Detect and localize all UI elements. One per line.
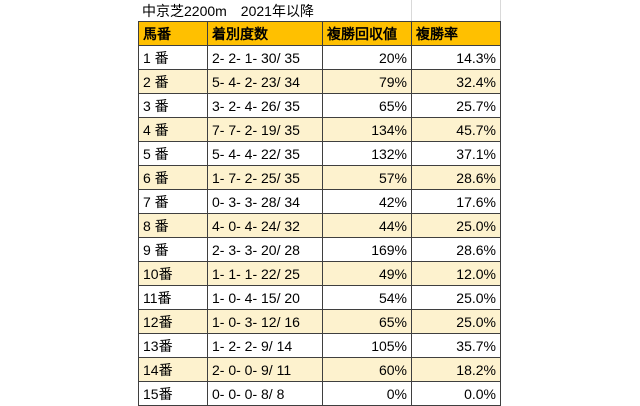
cell-umaban: 6 番: [138, 165, 208, 190]
cell-kaishu: 57%: [322, 165, 412, 190]
table-row: 13番 1- 2- 2- 9/ 14 105% 35.7%: [138, 333, 501, 358]
cell-kaishu: 20%: [322, 45, 412, 70]
cell-umaban: 14番: [138, 357, 208, 382]
cell-ritsu: 45.7%: [411, 117, 501, 142]
sheet-gridline: [411, 0, 412, 21]
table-title: 中京芝2200m 2021年以降: [142, 2, 314, 19]
cell-chakubetsu: 0- 0- 0- 8/ 8: [207, 381, 323, 406]
cell-ritsu: 14.3%: [411, 45, 501, 70]
cell-chakubetsu: 5- 4- 2- 23/ 34: [207, 69, 323, 94]
column-header-chakubetsu: 着別度数: [207, 21, 323, 46]
cell-umaban: 10番: [138, 261, 208, 286]
cell-kaishu: 65%: [322, 309, 412, 334]
cell-ritsu: 25.0%: [411, 213, 501, 238]
table-row: 5 番 5- 4- 4- 22/ 35 132% 37.1%: [138, 141, 501, 166]
cell-kaishu: 65%: [322, 93, 412, 118]
cell-chakubetsu: 2- 2- 1- 30/ 35: [207, 45, 323, 70]
cell-chakubetsu: 1- 2- 2- 9/ 14: [207, 333, 323, 358]
table-row: 6 番 1- 7- 2- 25/ 35 57% 28.6%: [138, 165, 501, 190]
sheet-gridline: [500, 0, 501, 21]
cell-ritsu: 12.0%: [411, 261, 501, 286]
cell-ritsu: 25.0%: [411, 285, 501, 310]
cell-ritsu: 35.7%: [411, 333, 501, 358]
race-statistics-table: 馬番 着別度数 複勝回収値 複勝率 1 番 2- 2- 1- 30/ 35 20% 1…: [138, 21, 501, 406]
column-header-umaban: 馬番: [138, 21, 208, 46]
cell-chakubetsu: 1- 7- 2- 25/ 35: [207, 165, 323, 190]
cell-chakubetsu: 3- 2- 4- 26/ 35: [207, 93, 323, 118]
cell-kaishu: 134%: [322, 117, 412, 142]
table-row: 12番 1- 0- 3- 12/ 16 65% 25.0%: [138, 309, 501, 334]
cell-chakubetsu: 1- 0- 3- 12/ 16: [207, 309, 323, 334]
cell-ritsu: 25.7%: [411, 93, 501, 118]
cell-ritsu: 25.0%: [411, 309, 501, 334]
cell-ritsu: 18.2%: [411, 357, 501, 382]
cell-umaban: 11番: [138, 285, 208, 310]
cell-chakubetsu: 0- 3- 3- 28/ 34: [207, 189, 323, 214]
table-row: 7 番 0- 3- 3- 28/ 34 42% 17.6%: [138, 189, 501, 214]
cell-kaishu: 105%: [322, 333, 412, 358]
cell-ritsu: 0.0%: [411, 381, 501, 406]
cell-umaban: 4 番: [138, 117, 208, 142]
cell-umaban: 7 番: [138, 189, 208, 214]
cell-kaishu: 44%: [322, 213, 412, 238]
table-row: 4 番 7- 7- 2- 19/ 35 134% 45.7%: [138, 117, 501, 142]
cell-chakubetsu: 4- 0- 4- 24/ 32: [207, 213, 323, 238]
cell-kaishu: 169%: [322, 237, 412, 262]
table-row: 11番 1- 0- 4- 15/ 20 54% 25.0%: [138, 285, 501, 310]
table-row: 2 番 5- 4- 2- 23/ 34 79% 32.4%: [138, 69, 501, 94]
cell-umaban: 12番: [138, 309, 208, 334]
table-header: 馬番 着別度数 複勝回収値 複勝率: [138, 21, 501, 46]
table-row: 8 番 4- 0- 4- 24/ 32 44% 25.0%: [138, 213, 501, 238]
cell-umaban: 5 番: [138, 141, 208, 166]
cell-chakubetsu: 1- 0- 4- 15/ 20: [207, 285, 323, 310]
cell-umaban: 2 番: [138, 69, 208, 94]
cell-ritsu: 37.1%: [411, 141, 501, 166]
cell-chakubetsu: 2- 0- 0- 9/ 11: [207, 357, 323, 382]
cell-umaban: 15番: [138, 381, 208, 406]
table-row: 1 番 2- 2- 1- 30/ 35 20% 14.3%: [138, 45, 501, 70]
cell-chakubetsu: 1- 1- 1- 22/ 25: [207, 261, 323, 286]
cell-kaishu: 60%: [322, 357, 412, 382]
table-row: 9 番 2- 3- 3- 20/ 28 169% 28.6%: [138, 237, 501, 262]
cell-chakubetsu: 7- 7- 2- 19/ 35: [207, 117, 323, 142]
cell-kaishu: 42%: [322, 189, 412, 214]
column-header-kaishu: 複勝回収値: [322, 21, 412, 46]
cell-umaban: 9 番: [138, 237, 208, 262]
cell-chakubetsu: 5- 4- 4- 22/ 35: [207, 141, 323, 166]
cell-kaishu: 79%: [322, 69, 412, 94]
table-row: 3 番 3- 2- 4- 26/ 35 65% 25.7%: [138, 93, 501, 118]
cell-ritsu: 28.6%: [411, 165, 501, 190]
cell-umaban: 13番: [138, 333, 208, 358]
cell-ritsu: 17.6%: [411, 189, 501, 214]
cell-kaishu: 132%: [322, 141, 412, 166]
cell-kaishu: 54%: [322, 285, 412, 310]
header-row: 馬番 着別度数 複勝回収値 複勝率: [138, 21, 501, 46]
cell-chakubetsu: 2- 3- 3- 20/ 28: [207, 237, 323, 262]
table-row: 15番 0- 0- 0- 8/ 8 0% 0.0%: [138, 381, 501, 406]
table-row: 10番 1- 1- 1- 22/ 25 49% 12.0%: [138, 261, 501, 286]
cell-umaban: 8 番: [138, 213, 208, 238]
table-body: 1 番 2- 2- 1- 30/ 35 20% 14.3% 2 番 5- 4- 2- 23…: [138, 45, 501, 406]
cell-kaishu: 0%: [322, 381, 412, 406]
cell-ritsu: 28.6%: [411, 237, 501, 262]
column-header-ritsu: 複勝率: [411, 21, 501, 46]
cell-umaban: 3 番: [138, 93, 208, 118]
cell-ritsu: 32.4%: [411, 69, 501, 94]
cell-kaishu: 49%: [322, 261, 412, 286]
table-row: 14番 2- 0- 0- 9/ 11 60% 18.2%: [138, 357, 501, 382]
cell-umaban: 1 番: [138, 45, 208, 70]
